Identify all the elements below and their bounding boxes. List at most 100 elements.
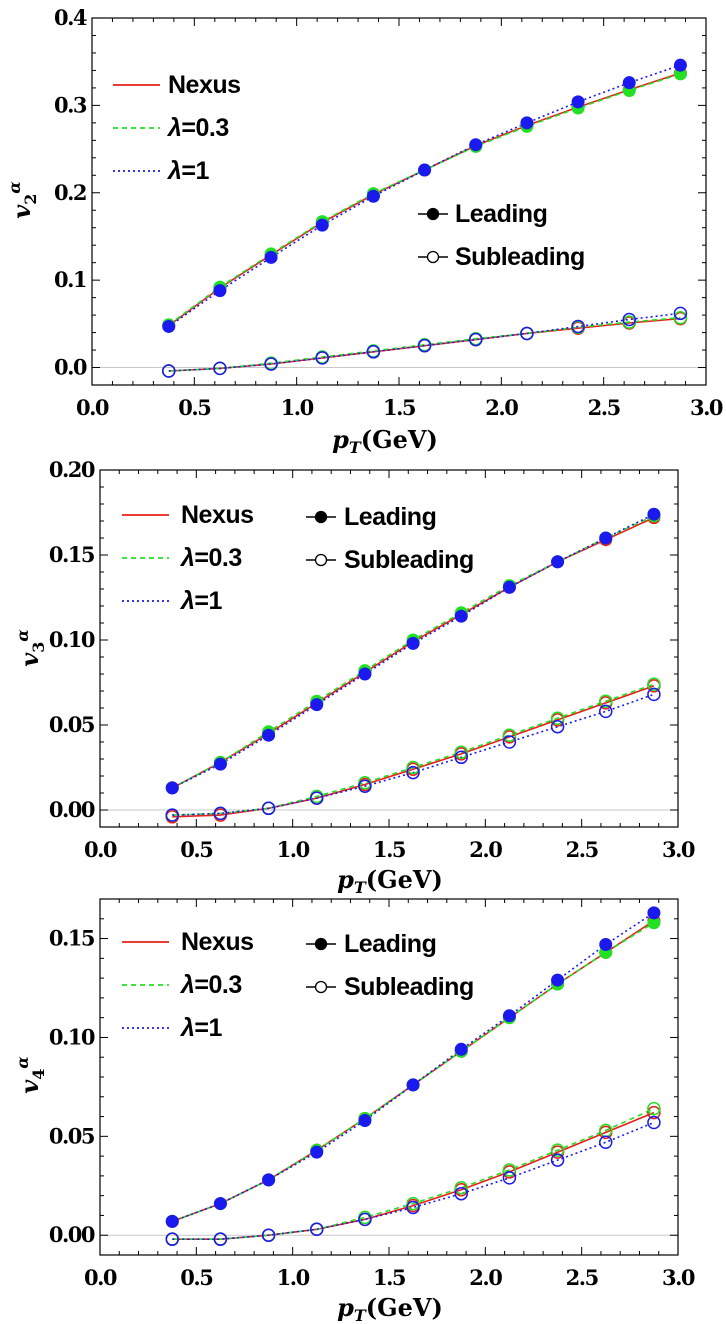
data-point-leading — [264, 250, 278, 264]
x-axis-title-var: p — [332, 425, 349, 454]
data-point-subleading — [520, 326, 534, 341]
data-point-subleading — [622, 312, 636, 327]
data-point-leading — [673, 58, 687, 72]
data-point-subleading — [165, 1232, 179, 1246]
data-point-subleading — [454, 1186, 468, 1201]
data-point-leading — [454, 1042, 468, 1056]
data-point-leading — [358, 667, 372, 681]
data-point-subleading — [599, 694, 613, 708]
series-line-Nexus-leading — [172, 920, 655, 1223]
data-point-leading — [406, 1078, 420, 1092]
legend-open-marker — [426, 250, 440, 264]
data-point-subleading — [502, 1163, 517, 1177]
data-point-leading — [315, 218, 329, 232]
data-point-subleading — [213, 1232, 228, 1246]
legend-open-marker — [314, 553, 328, 567]
legend-label-order: Leading — [455, 200, 547, 228]
legend-label-value: =0.3 — [194, 544, 241, 572]
x-tick-label: 1.0 — [277, 837, 310, 862]
data-point-subleading — [213, 361, 227, 376]
data-point-subleading — [647, 677, 661, 691]
data-point-subleading — [358, 779, 372, 793]
data-point-subleading — [454, 745, 468, 759]
data-point-subleading — [406, 760, 420, 775]
series-line-Nexus-subleading — [172, 685, 655, 818]
y-axis-title-var: v — [15, 1079, 44, 1094]
x-axis-title-sub: T — [354, 1306, 367, 1324]
data-point-leading — [418, 163, 432, 177]
y-axis-title-sup: α — [13, 629, 32, 641]
x-tick-label: 3.0 — [662, 837, 695, 862]
series-line-Nexus-leading — [168, 72, 681, 327]
x-tick-label: 0.0 — [84, 837, 117, 862]
legend-label-value: =1 — [181, 157, 209, 185]
y-axis-title-sub: 2 — [21, 194, 40, 205]
y-axis-title-sup: α — [13, 1056, 32, 1068]
y-tick-label: 0.00 — [49, 797, 95, 822]
x-tick-label: 2.5 — [566, 837, 599, 862]
y-tick-label: 0.00 — [49, 1222, 95, 1247]
x-axis-title-var: p — [337, 865, 354, 894]
data-point-subleading — [647, 687, 661, 702]
x-axis-title-sub: T — [354, 878, 367, 897]
legend-label-model: λ=1 — [179, 1014, 223, 1042]
x-tick-label: 2.5 — [566, 1265, 599, 1290]
data-point-subleading — [406, 1196, 420, 1211]
y-tick-label: 0.10 — [49, 627, 95, 652]
series-line-Nexus-subleading — [172, 1111, 655, 1240]
x-tick-label: 2.0 — [469, 837, 502, 862]
legend-label-order: Subleading — [455, 243, 585, 271]
data-point-subleading — [162, 364, 176, 378]
data-point-leading — [502, 1009, 516, 1023]
legend-label-order: Leading — [344, 930, 436, 958]
x-axis-title-unit: (GeV) — [361, 425, 438, 454]
y-axis-title: v2α — [5, 181, 40, 218]
legend-filled-marker — [426, 207, 440, 221]
y-tick-label: 0.10 — [49, 1024, 95, 1049]
legend-label-symbol: λ — [166, 114, 181, 142]
x-tick-label: 0.0 — [76, 395, 109, 420]
x-axis-title: pT(GeV) — [337, 865, 443, 897]
data-point-subleading — [261, 801, 276, 816]
chart-panel-v3: 0.0 0.5 1.0 1.5 2.0 2.5 3.0 0.00 0.05 0.10 0.15 0.2… — [13, 457, 696, 897]
data-point-subleading — [502, 728, 517, 742]
legend-label-model: λ=0.3 — [179, 971, 242, 999]
x-tick-label: 2.5 — [588, 395, 621, 420]
data-point-subleading — [358, 1212, 372, 1227]
data-point-subleading — [550, 711, 565, 725]
data-point-subleading — [454, 1181, 468, 1195]
y-axis-title-var: v — [7, 204, 36, 219]
data-point-leading — [213, 757, 227, 771]
data-point-leading — [262, 1173, 276, 1187]
data-point-leading — [213, 1197, 227, 1211]
x-tick-label: 2.0 — [469, 1265, 502, 1290]
y-tick-label: 0.1 — [54, 267, 86, 292]
x-axis-title-unit: (GeV) — [366, 1293, 443, 1322]
series-line-Nexus-subleading — [168, 317, 681, 372]
data-point-subleading — [261, 1228, 276, 1242]
data-point-leading — [358, 1114, 372, 1128]
y-tick-label: 0.15 — [49, 542, 95, 567]
legend-label-symbol: λ — [179, 587, 194, 615]
data-point-leading — [520, 116, 534, 130]
legend-label-model: Nexus — [181, 928, 254, 956]
data-point-subleading — [647, 1101, 661, 1116]
data-point-leading — [213, 284, 227, 298]
legend-label-model: λ=0.3 — [179, 544, 242, 572]
series-line-λ=0.3-subleading — [172, 683, 655, 816]
x-tick-label: 0.5 — [180, 1265, 213, 1290]
legend-label-order: Subleading — [344, 546, 474, 574]
x-axis-title-sub: T — [349, 438, 362, 457]
legend-label-model: Nexus — [168, 71, 241, 99]
legend-label-symbol: λ — [179, 1014, 194, 1042]
legend-label-value: =0.3 — [194, 971, 241, 999]
data-point-subleading — [469, 332, 483, 347]
data-point-subleading — [550, 1143, 565, 1157]
data-point-leading — [310, 698, 324, 712]
series-line-λ=0.3-subleading — [172, 1107, 655, 1240]
x-tick-label: 0.5 — [178, 395, 211, 420]
data-point-leading — [647, 916, 661, 930]
x-tick-label: 1.0 — [281, 395, 314, 420]
x-tick-label: 1.0 — [277, 1265, 310, 1290]
data-point-leading — [551, 555, 565, 569]
